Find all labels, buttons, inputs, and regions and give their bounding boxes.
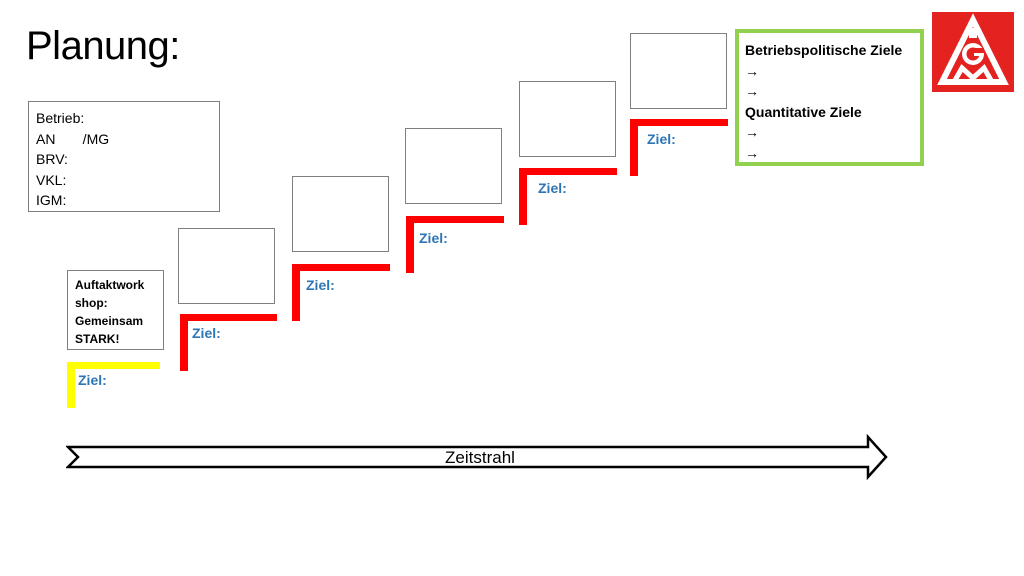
step-6-bar bbox=[630, 119, 728, 126]
company-info-box: Betrieb: AN /MG BRV: VKL: IGM: bbox=[28, 101, 220, 212]
timeline-label: Zeitstrahl bbox=[445, 448, 515, 467]
step-1-bar bbox=[67, 362, 160, 369]
step-4-bar bbox=[406, 216, 504, 223]
goals-arrow-item: → bbox=[745, 62, 759, 79]
goals-heading-quantitative: Quantitative Ziele bbox=[745, 103, 862, 120]
step-5-bar bbox=[519, 168, 617, 175]
goals-heading-political: Betriebspolitische Ziele bbox=[745, 42, 903, 58]
timeline-arrow bbox=[66, 434, 888, 480]
step-4-bar-vertical bbox=[406, 216, 414, 273]
step-3-goal-label: Ziel: bbox=[306, 277, 335, 293]
goals-arrow-item: → bbox=[745, 144, 759, 161]
step-5-bar-vertical bbox=[519, 168, 527, 225]
kickoff-workshop-box: Auftaktwork shop: Gemeinsam STARK! bbox=[67, 270, 164, 350]
step-5-box bbox=[519, 81, 616, 157]
step-3-bar bbox=[292, 264, 390, 271]
kickoff-line: Auftaktwork bbox=[75, 278, 145, 292]
goals-arrow-item: → bbox=[745, 124, 759, 140]
step-5-goal-label: Ziel: bbox=[538, 180, 567, 196]
kickoff-line: STARK! bbox=[75, 332, 120, 346]
step-1-bar-vertical bbox=[67, 362, 75, 408]
info-line-an-mg: AN /MG bbox=[36, 130, 110, 147]
goals-box: Betriebspolitische Ziele → → Quantitativ… bbox=[735, 29, 924, 166]
info-line-brv: BRV: bbox=[36, 151, 68, 167]
kickoff-line: Gemeinsam bbox=[75, 314, 144, 328]
step-6-goal-label: Ziel: bbox=[647, 131, 676, 147]
step-2-bar-vertical bbox=[180, 314, 188, 371]
igm-logo-icon bbox=[932, 12, 1014, 92]
step-3-bar-vertical bbox=[292, 264, 300, 321]
info-line-betrieb: Betrieb: bbox=[36, 110, 85, 126]
step-4-goal-label: Ziel: bbox=[419, 230, 448, 246]
step-2-box bbox=[178, 228, 275, 304]
step-6-box bbox=[630, 33, 727, 109]
kickoff-line: shop: bbox=[75, 296, 108, 310]
info-line-vkl: VKL: bbox=[36, 171, 67, 188]
step-2-bar bbox=[180, 314, 277, 321]
page-title: Planung: bbox=[26, 24, 180, 68]
step-4-box bbox=[405, 128, 502, 204]
goals-arrow-item: → bbox=[745, 83, 759, 99]
step-3-box bbox=[292, 176, 389, 252]
step-6-bar-vertical bbox=[630, 119, 638, 176]
step-1-goal-label: Ziel: bbox=[78, 372, 107, 388]
info-line-igm: IGM: bbox=[36, 192, 67, 208]
step-2-goal-label: Ziel: bbox=[192, 325, 221, 341]
